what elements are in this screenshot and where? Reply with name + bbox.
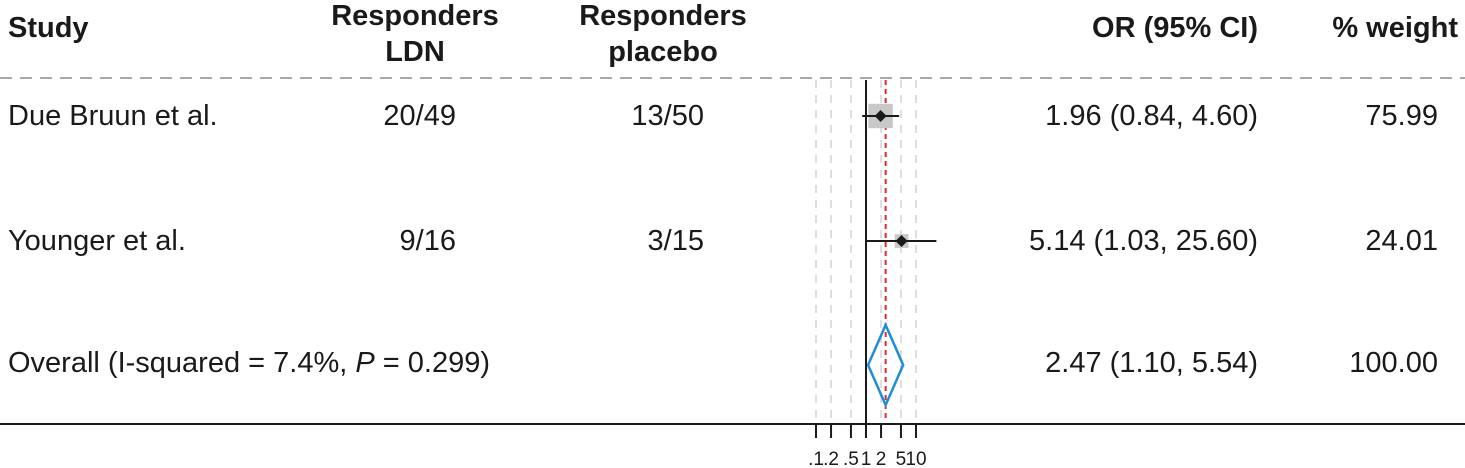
overall-label-p: P [355, 347, 375, 379]
header-or: OR (95% CI) [1092, 12, 1258, 44]
x-tick-label-2: .5 [843, 449, 859, 468]
header-weight: % weight [1332, 12, 1458, 44]
overall-diamond [866, 321, 905, 409]
x-tick-label-6: 10 [905, 449, 926, 468]
header-placebo-line1: Responders [579, 0, 747, 32]
x-tick-label-5: 5 [896, 449, 907, 468]
header-study: Study [8, 12, 89, 44]
overall-weight: 100.00 [1349, 347, 1438, 379]
header-placebo: Responders placebo [548, 0, 778, 70]
row-2-ldn: 9/16 [399, 225, 456, 257]
row-2-placebo: 3/15 [647, 225, 704, 257]
overall-label-post: = 0.299) [374, 347, 490, 379]
x-tick-label-0: .1 [808, 449, 824, 468]
header-ldn: Responders LDN [300, 0, 530, 70]
overall-or: 2.47 (1.10, 5.54) [1045, 347, 1258, 379]
row-2-weight: 24.01 [1365, 225, 1438, 257]
study-1-point-estimate [874, 110, 887, 122]
row-1-weight: 75.99 [1365, 100, 1438, 132]
row-2-or: 5.14 (1.03, 25.60) [1029, 225, 1258, 257]
x-tick-label-4: 2 [876, 449, 887, 468]
row-1-placebo: 13/50 [631, 100, 704, 132]
header-ldn-line2: LDN [385, 36, 445, 68]
row-1-or: 1.96 (0.84, 4.60) [1045, 100, 1258, 132]
header-ldn-line1: Responders [331, 0, 499, 32]
row-2-study: Younger et al. [8, 225, 186, 257]
header-placebo-line2: placebo [608, 36, 718, 68]
x-tick-label-1: .2 [823, 449, 839, 468]
row-1-study: Due Bruun et al. [8, 100, 218, 132]
overall-label: Overall (I-squared = 7.4%, P = 0.299) [8, 345, 490, 381]
row-1-ldn: 20/49 [383, 100, 456, 132]
overall-label-pre: Overall (I-squared = 7.4%, [8, 347, 356, 379]
study-2-point-estimate [895, 235, 908, 247]
x-tick-label-3: 1 [861, 449, 872, 468]
